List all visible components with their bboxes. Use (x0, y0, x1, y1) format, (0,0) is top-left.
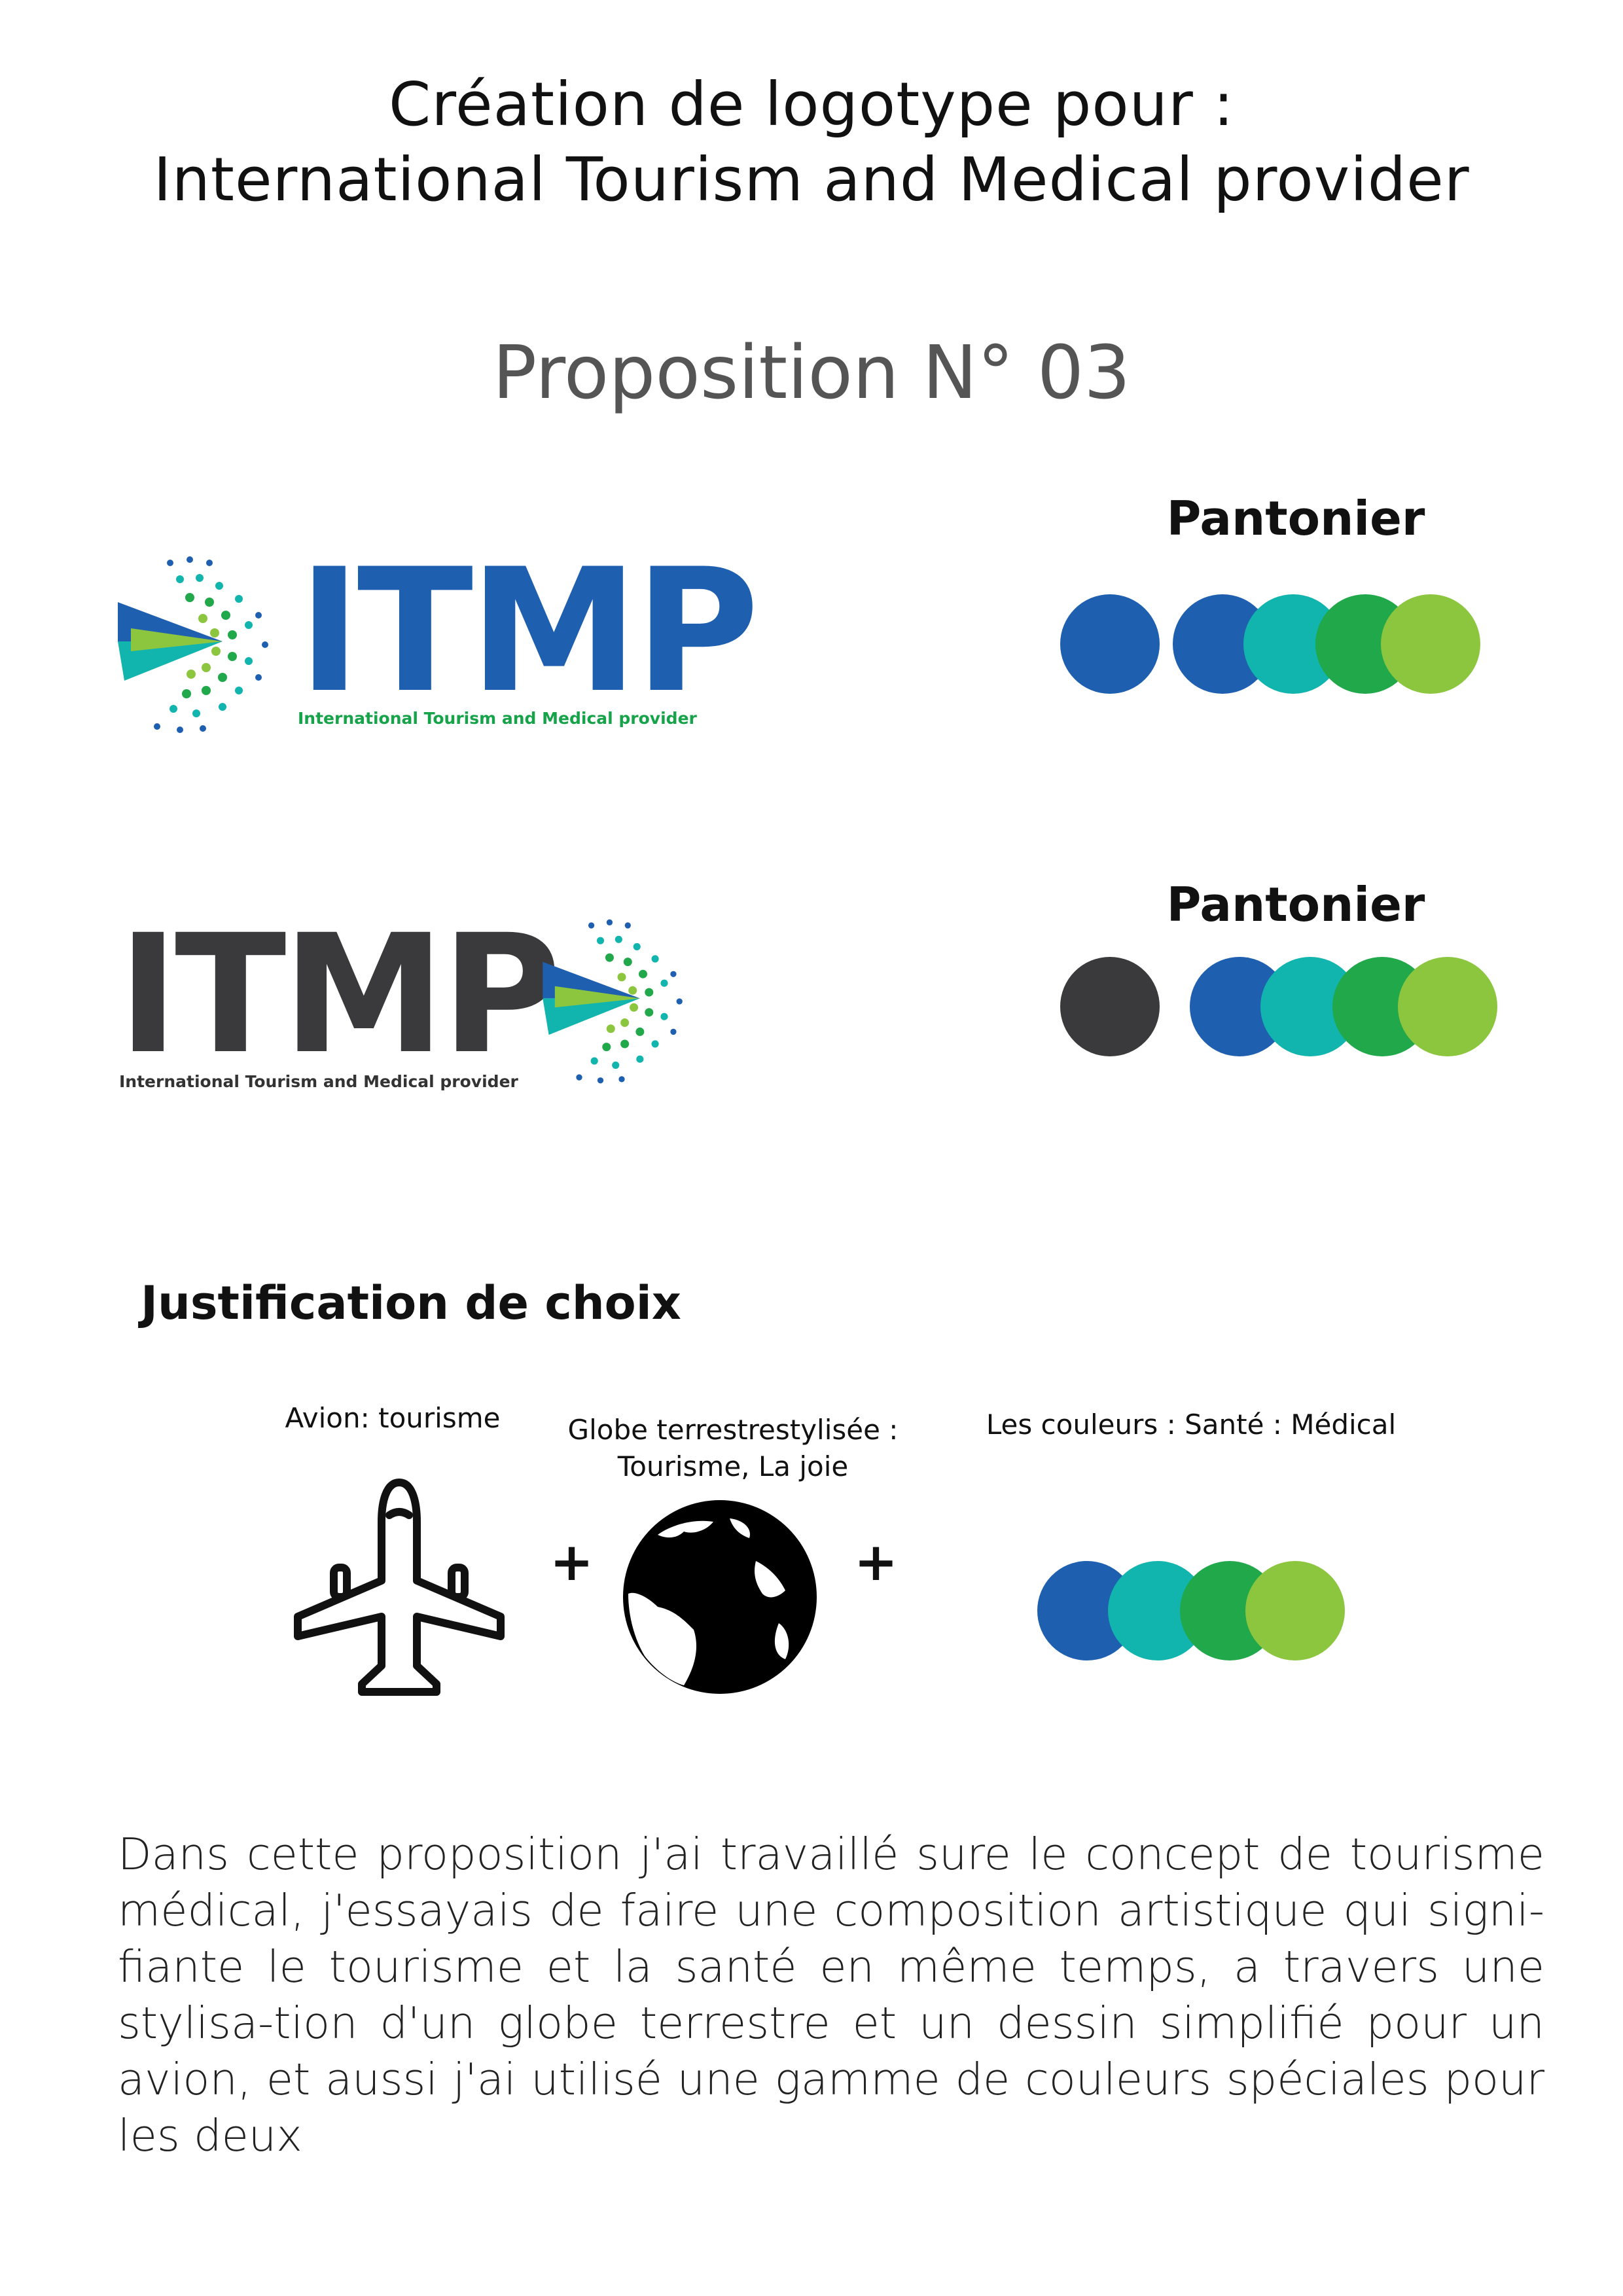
colors-caption: Les couleurs : Santé : Médical (986, 1408, 1397, 1441)
plane-caption: Avion: tourisme (285, 1402, 501, 1434)
logo-dark-version: ITMP International Tourism and Medical p… (118, 899, 707, 1100)
logo-tagline: International Tourism and Medical provid… (298, 709, 697, 728)
justification-heading: Justification de choix (141, 1276, 681, 1330)
logo-tagline: International Tourism and Medical provid… (119, 1072, 518, 1091)
plus-sign: + (550, 1532, 594, 1592)
palette-swatch (1060, 957, 1160, 1056)
plane-globe-icon (543, 919, 683, 1084)
proposition-subtitle: Proposition N° 03 (492, 331, 1131, 416)
color-palette (1060, 957, 1531, 1062)
palette-swatch (1245, 1561, 1345, 1660)
plus-sign: + (854, 1532, 899, 1592)
color-palette (1037, 1561, 1351, 1666)
logo-wordmark: ITMP (118, 899, 562, 1090)
palette-swatch (1398, 957, 1497, 1056)
logo-wordmark: ITMP (298, 533, 759, 730)
palette-swatch (1381, 594, 1480, 694)
plane-globe-icon (118, 556, 268, 733)
globe-icon (623, 1500, 817, 1694)
logo-color-version: ITMP International Tourism and Medical p… (118, 547, 759, 736)
palette-swatch (1060, 594, 1160, 694)
globe-caption-line-1: Globe terrestrestylisée : (567, 1414, 899, 1446)
globe-caption-line-2: Tourisme, La joie (617, 1450, 849, 1482)
color-palette (1060, 594, 1518, 699)
palette-label: Pantonier (1166, 877, 1425, 932)
page-title-line-1: Création de logotype pour : (388, 69, 1235, 139)
palette-label: Pantonier (1166, 491, 1425, 546)
page-title-line-2: International Tourism and Medical provid… (153, 145, 1470, 215)
airplane-icon (294, 1479, 505, 1696)
description-paragraph: Dans cette proposition j'ai travaillé su… (118, 1829, 1544, 2161)
